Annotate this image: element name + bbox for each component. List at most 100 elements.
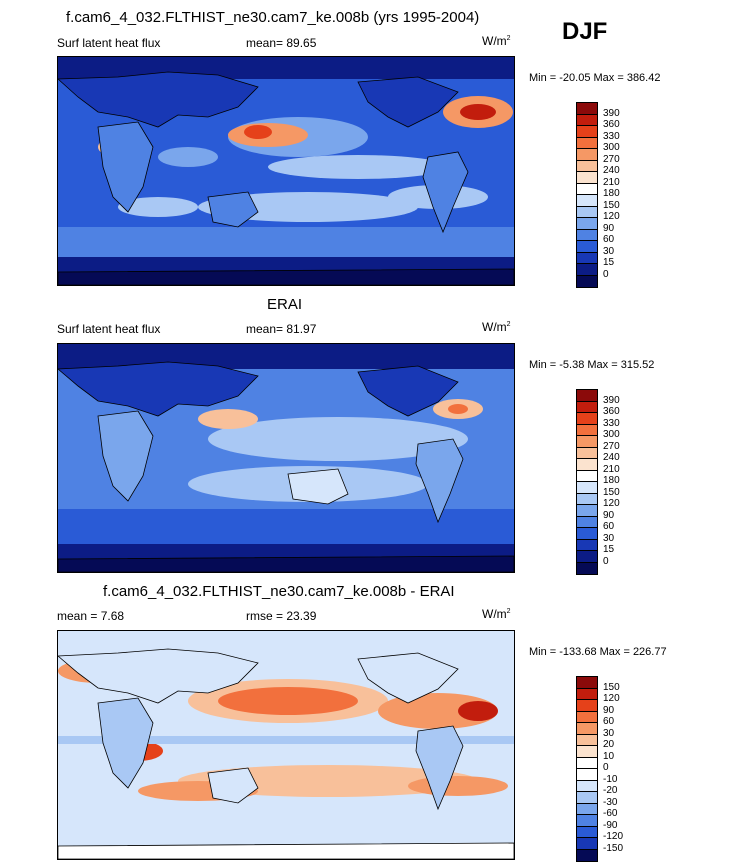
colorbar-tick-label: 60: [603, 521, 615, 532]
colorbar-tick-label: 300: [603, 429, 620, 440]
colorbar-tick-label: 30: [603, 532, 615, 544]
colorbar-tick-label: -10: [603, 773, 618, 785]
colorbar-swatch: [577, 803, 597, 815]
colorbar-tick-label: 210: [603, 463, 620, 475]
colorbar-swatch: [577, 149, 597, 161]
panel-3-title: f.cam6_4_032.FLTHIST_ne30.cam7_ke.008b -…: [103, 583, 455, 600]
panel-1-mean: mean= 89.65: [246, 36, 317, 50]
colorbar-swatch: [577, 757, 597, 769]
panel-1-map: [57, 56, 515, 286]
colorbar-tick-label: 30: [603, 727, 615, 739]
colorbar-swatch: [577, 711, 597, 723]
colorbar-tick-label: -60: [603, 808, 618, 819]
colorbar-tick-label: 150: [603, 486, 620, 498]
colorbar-swatch: [577, 172, 597, 184]
panel-1-colorbar: [576, 102, 598, 288]
colorbar-swatch: [577, 137, 597, 149]
colorbar-tick-label: 10: [603, 750, 615, 762]
colorbar-swatch: [577, 264, 597, 276]
colorbar-swatch: [577, 252, 597, 264]
colorbar-tick-label: 150: [603, 681, 620, 693]
panel-3-minmax: Min = -133.68 Max = 226.77: [529, 646, 667, 658]
colorbar-tick-label: 90: [603, 704, 615, 716]
colorbar-tick-label: -30: [603, 796, 618, 808]
colorbar-swatch: [577, 401, 597, 413]
colorbar-swatch: [577, 436, 597, 448]
colorbar-swatch: [577, 551, 597, 563]
panel-2-variable: Surf latent heat flux: [57, 322, 161, 336]
colorbar-swatch: [577, 769, 597, 781]
colorbar-tick-label: 360: [603, 119, 620, 130]
colorbar-swatch: [577, 413, 597, 425]
colorbar-tick-label: 360: [603, 406, 620, 417]
colorbar-swatch: [577, 528, 597, 540]
colorbar-tick-label: 90: [603, 509, 615, 521]
colorbar-tick-label: 60: [603, 716, 615, 727]
colorbar-swatch: [577, 183, 597, 195]
colorbar-tick-label: 210: [603, 176, 620, 188]
colorbar-tick-label: 150: [603, 199, 620, 211]
colorbar-swatch: [577, 241, 597, 253]
season-label: DJF: [562, 18, 608, 45]
colorbar-swatch: [577, 424, 597, 436]
colorbar-swatch: [577, 505, 597, 517]
colorbar-swatch: [577, 459, 597, 471]
panel-2-minmax: Min = -5.38 Max = 315.52: [529, 359, 655, 371]
colorbar-tick-label: 60: [603, 234, 615, 245]
colorbar-tick-label: 300: [603, 142, 620, 153]
colorbar-swatch: [577, 195, 597, 207]
colorbar-swatch: [577, 562, 597, 574]
colorbar-swatch: [577, 160, 597, 172]
colorbar-tick-label: -120: [603, 831, 624, 842]
colorbar-swatch: [577, 792, 597, 804]
colorbar-swatch: [577, 746, 597, 758]
colorbar-swatch: [577, 229, 597, 241]
colorbar-tick-label: 180: [603, 188, 620, 199]
colorbar-swatch: [577, 126, 597, 138]
colorbar-swatch: [577, 447, 597, 459]
colorbar-tick-label: 270: [603, 153, 620, 165]
panel-2-title: ERAI: [267, 296, 303, 313]
colorbar-swatch: [577, 723, 597, 735]
panel-1-minmax: Min = -20.05 Max = 386.42: [529, 72, 661, 84]
panel-1-variable: Surf latent heat flux: [57, 36, 161, 50]
colorbar-tick-label: -20: [603, 785, 618, 796]
colorbar-swatch: [577, 780, 597, 792]
colorbar-swatch: [577, 390, 597, 402]
colorbar-swatch: [577, 677, 597, 689]
panel-3-rmse: rmse = 23.39: [246, 609, 317, 623]
panel-2-colorbar: [576, 389, 598, 575]
colorbar-tick-label: -150: [603, 842, 624, 854]
panel-1-title: f.cam6_4_032.FLTHIST_ne30.cam7_ke.008b (…: [66, 9, 480, 26]
colorbar-swatch: [577, 103, 597, 115]
colorbar-tick-label: 180: [603, 475, 620, 486]
colorbar-swatch: [577, 815, 597, 827]
colorbar-swatch: [577, 275, 597, 287]
panel-3-mean: mean = 7.68: [57, 609, 125, 623]
colorbar-tick-label: 15: [603, 257, 615, 268]
colorbar-tick-label: 390: [603, 107, 620, 119]
colorbar-tick-label: 240: [603, 452, 620, 463]
panel-2-units: W/m2: [482, 320, 511, 334]
colorbar-tick-label: 0: [603, 268, 609, 280]
colorbar-swatch: [577, 218, 597, 230]
colorbar-swatch: [577, 206, 597, 218]
colorbar-swatch: [577, 539, 597, 551]
colorbar-tick-label: -90: [603, 819, 618, 831]
panel-3-colorbar: [576, 676, 598, 862]
panel-3-map: [57, 630, 515, 860]
colorbar-tick-label: 120: [603, 693, 620, 704]
colorbar-tick-label: 20: [603, 739, 615, 750]
colorbar-tick-label: 90: [603, 222, 615, 234]
colorbar-tick-label: 30: [603, 245, 615, 257]
colorbar-tick-label: 0: [603, 555, 609, 567]
colorbar-tick-label: 270: [603, 440, 620, 452]
colorbar-swatch: [577, 700, 597, 712]
colorbar-tick-label: 120: [603, 498, 620, 509]
colorbar-swatch: [577, 838, 597, 850]
colorbar-tick-label: 120: [603, 211, 620, 222]
colorbar-swatch: [577, 470, 597, 482]
colorbar-swatch: [577, 849, 597, 861]
colorbar-swatch: [577, 688, 597, 700]
colorbar-tick-label: 330: [603, 417, 620, 429]
